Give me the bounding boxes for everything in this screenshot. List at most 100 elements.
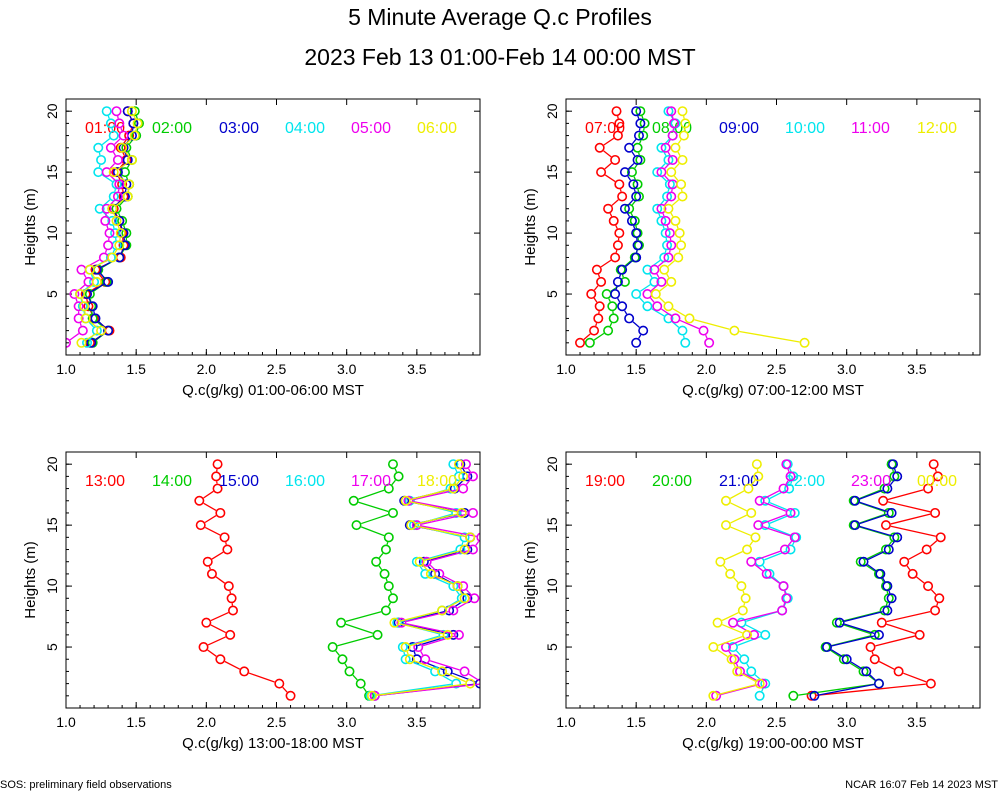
series-segment [749,541,754,546]
series-segment [787,540,793,547]
series-segment [735,663,739,668]
data-point [128,118,139,129]
data-point [923,483,934,494]
data-point [596,276,607,287]
data-point [393,471,404,482]
series-segment [730,526,752,537]
data-point [111,215,122,226]
data-point [751,459,762,470]
data-point [607,301,618,312]
data-point [459,593,470,604]
series-segment [633,176,637,181]
data-point [400,495,411,506]
data-point [715,556,726,567]
series-segment [83,284,94,292]
series-segment [123,225,126,229]
series-segment [345,623,374,634]
legend-label: 16:00 [285,473,325,490]
data-point [760,678,771,689]
data-point [649,264,660,275]
series-0400 [75,106,122,348]
data-point [677,191,688,202]
data-point [355,678,366,689]
series-segment [639,284,651,292]
series-segment [615,286,618,290]
data-point [366,690,377,701]
series-segment [737,611,778,623]
series-segment [628,162,635,170]
y-tick-label: 5 [544,290,560,298]
series-segment [111,128,114,131]
y-tick-label: 5 [44,290,60,298]
data-point [594,301,605,312]
series-segment [117,225,120,229]
series-segment [424,550,460,562]
series-segment [604,162,612,170]
data-point [619,276,630,287]
data-point [103,240,114,251]
series-segment [117,174,126,182]
series-segment [81,298,84,302]
data-point [459,544,470,555]
series-segment [717,649,728,658]
data-point [132,118,143,129]
series-segment [631,151,636,157]
data-point [206,568,217,579]
series-segment [376,683,466,696]
series-segment [657,260,666,267]
data-point [887,459,898,470]
series-segment [89,321,98,329]
data-point [777,605,788,616]
data-point [414,556,425,567]
series-segment [906,565,911,571]
data-point [372,629,383,640]
series-segment [420,651,424,656]
data-point [664,228,675,239]
data-point [82,289,93,300]
series-segment [248,672,275,683]
data-point [806,690,817,701]
data-point [632,154,643,165]
data-point [584,337,595,348]
series-segment [115,199,125,207]
data-point [631,191,642,202]
legend-label: 15:00 [219,473,259,490]
data-point [101,203,112,214]
series-segment [413,501,469,513]
series-segment [467,542,470,545]
data-point [778,581,789,592]
series-segment [789,468,792,473]
series-segment [890,513,931,525]
series-segment [745,624,762,634]
data-point [914,629,925,640]
data-point [594,142,605,153]
data-point [73,313,84,324]
data-point [614,228,625,239]
series-segment [658,213,661,217]
series-segment [122,152,125,156]
series-segment [930,479,936,486]
series-segment [671,199,680,206]
footer-source-note: SOS: preliminary field observations [0,779,172,791]
series-segment [705,334,708,339]
data-point [387,507,398,518]
legend-label: 13:00 [85,473,125,490]
series-segment [664,250,667,253]
series-segment [385,578,388,582]
series-segment [682,115,685,119]
data-point [612,276,623,287]
series-segment [455,479,461,486]
series-segment [98,152,101,156]
series-segment [639,297,645,304]
series-segment [378,553,384,559]
data-point [886,593,897,604]
data-point [103,325,114,336]
data-point [676,179,687,190]
data-point [638,130,649,141]
series-segment [421,550,456,561]
legend-label: 23:00 [851,473,891,490]
data-point [603,203,614,214]
data-point [935,532,946,543]
data-point [129,130,140,141]
data-point [932,471,943,482]
